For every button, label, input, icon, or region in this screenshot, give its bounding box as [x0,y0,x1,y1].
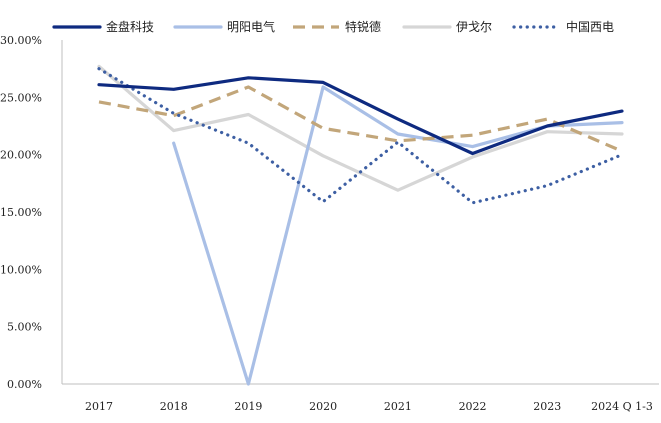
x-tick-label: 2024 Q 1-3 [591,400,653,413]
x-tick-label: 2023 [533,400,561,413]
legend-label-4: 中国西电 [566,19,614,34]
y-tick-label: 0.00% [7,378,42,391]
x-tick-label: 2019 [234,400,262,413]
x-tick-label: 2018 [160,400,188,413]
series-line-4 [97,67,624,205]
x-tick-label: 2017 [85,400,113,413]
y-tick-label: 15.00% [0,206,42,219]
chart-axes: 0.00% 5.00% 10.00% 15.00% 20.00% 25.00% 30.00%… [0,34,659,413]
chart-legend: 金盘科技 明阳电气 特锐德 伊戈尔 中国西电 [52,19,614,34]
x-tick-label: 2022 [459,400,487,413]
series-line-0 [97,76,624,156]
legend-label-2: 特锐德 [345,19,381,34]
chart-plot-area [97,64,624,386]
legend-label-3: 伊戈尔 [456,19,492,34]
y-tick-label: 5.00% [7,321,42,334]
y-tick-label: 10.00% [0,263,42,276]
y-tick-label: 30.00% [0,34,42,47]
legend-label-0: 金盘科技 [106,19,154,34]
x-tick-label: 2020 [309,400,337,413]
y-tick-label: 20.00% [0,149,42,162]
legend-label-1: 明阳电气 [227,19,275,34]
series-line-2 [98,85,623,153]
x-tick-label: 2021 [384,400,412,413]
y-tick-label: 25.00% [0,91,42,104]
